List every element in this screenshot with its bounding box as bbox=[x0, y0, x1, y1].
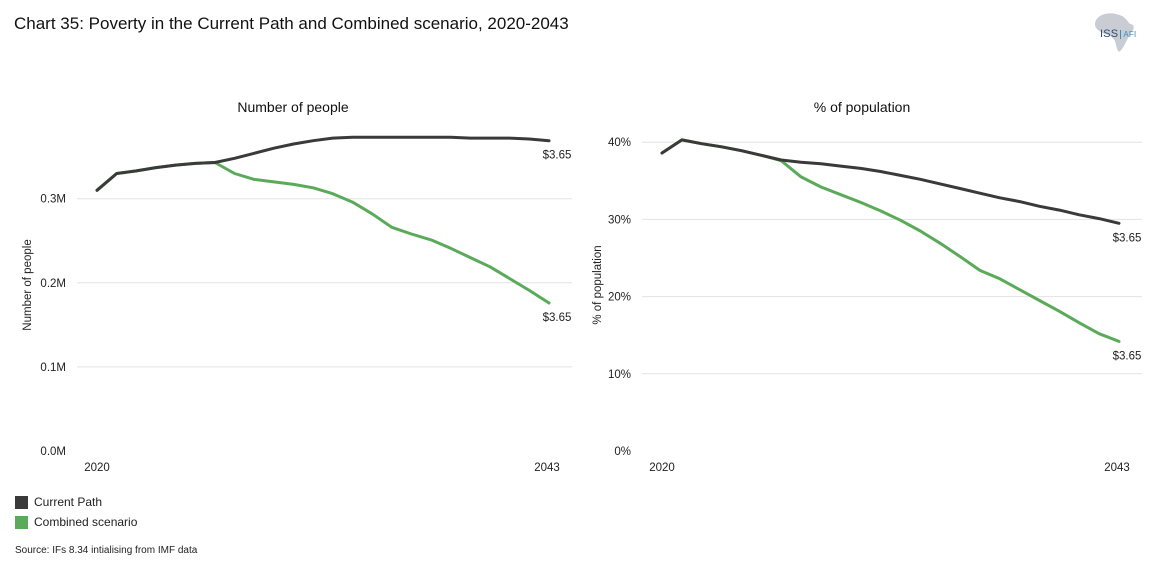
y-tick-label: 0.0M bbox=[40, 446, 66, 458]
legend-swatch-combined-scenario bbox=[15, 515, 28, 529]
series-line-current-path bbox=[660, 138, 1121, 225]
y-tick-label: 0.3M bbox=[40, 194, 66, 206]
source-note: Source: IFs 8.34 intialising from IMF da… bbox=[15, 545, 198, 556]
legend-label-current-path: Current Path bbox=[34, 495, 103, 509]
chart-percent-of-population: % of population 0% 10% 20% 30% 40% % of popula… bbox=[592, 99, 1142, 474]
series-line-combined-scenario bbox=[95, 161, 551, 305]
series-line-combined-scenario bbox=[660, 138, 1121, 343]
x-tick-label: 2043 bbox=[534, 462, 560, 474]
legend-swatch-current-path bbox=[15, 495, 28, 509]
legend-item-combined-scenario: Combined scenario bbox=[15, 512, 137, 532]
y-tick-label: 30% bbox=[608, 214, 631, 226]
x-tick-label: 2020 bbox=[649, 462, 675, 474]
y-axis-label: % of population bbox=[592, 245, 604, 324]
end-label-current-path: $3.65 bbox=[1113, 232, 1142, 244]
legend: Current Path Combined scenario bbox=[15, 492, 137, 532]
legend-item-current-path: Current Path bbox=[15, 492, 137, 512]
end-label-current-path: $3.65 bbox=[543, 150, 572, 162]
y-tick-label: 40% bbox=[608, 137, 631, 149]
legend-label-combined-scenario: Combined scenario bbox=[34, 515, 138, 529]
y-tick-label: 0.2M bbox=[40, 278, 66, 290]
series-line-current-path bbox=[95, 135, 551, 192]
logo-text: ISS AFI bbox=[1100, 28, 1137, 40]
y-tick-label: 10% bbox=[608, 369, 631, 381]
logo-main: ISS bbox=[1100, 28, 1119, 40]
africa-logo-icon bbox=[1095, 13, 1134, 52]
chart-title: % of population bbox=[814, 99, 911, 115]
chart-title: Number of people bbox=[237, 99, 349, 115]
end-label-combined-scenario: $3.65 bbox=[543, 312, 572, 324]
y-axis-label: Number of people bbox=[22, 239, 34, 330]
chart-number-of-people: Number of people 0.0M 0.1M 0.2M 0.3M Number o… bbox=[22, 99, 572, 474]
y-tick-label: 0.1M bbox=[40, 362, 66, 374]
end-label-combined-scenario: $3.65 bbox=[1113, 350, 1142, 362]
page-title: Chart 35: Poverty in the Current Path an… bbox=[14, 14, 569, 33]
logo-sub: AFI bbox=[1120, 30, 1137, 39]
y-tick-label: 0% bbox=[614, 446, 631, 458]
x-tick-label: 2020 bbox=[84, 462, 110, 474]
x-tick-label: 2043 bbox=[1104, 462, 1130, 474]
y-tick-label: 20% bbox=[608, 292, 631, 304]
